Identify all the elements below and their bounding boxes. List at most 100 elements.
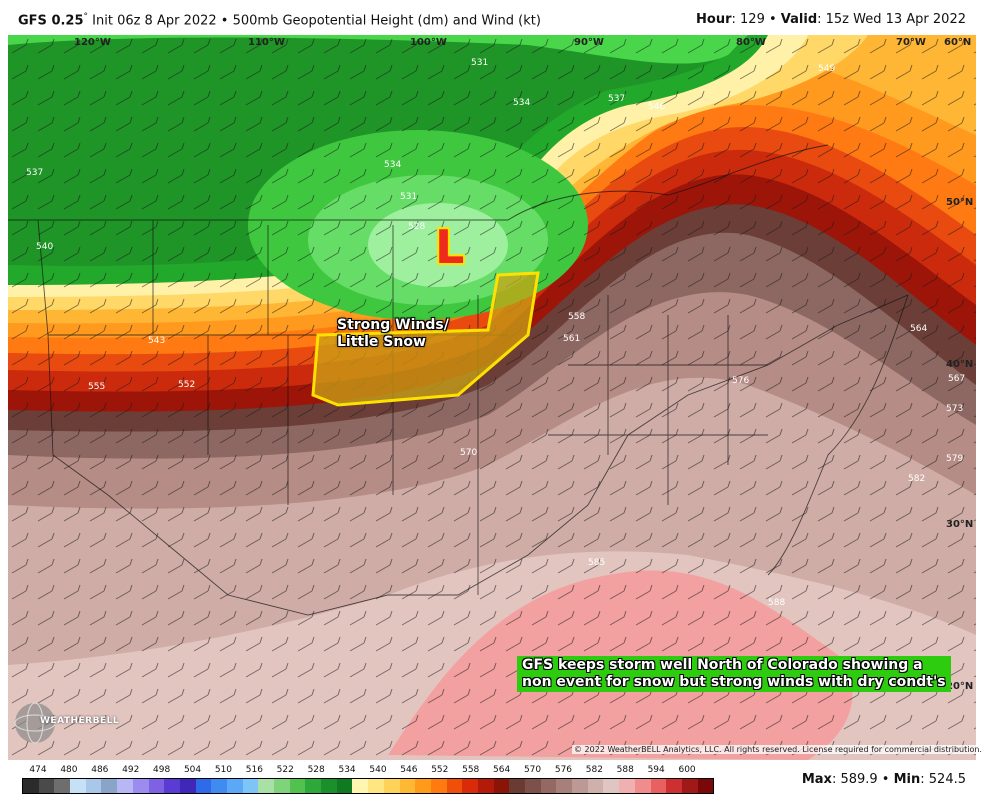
contour-label: 543 bbox=[148, 336, 165, 346]
colorbar-label: 504 bbox=[183, 765, 202, 775]
min-label: Min bbox=[893, 772, 921, 787]
min-value: : 524.5 bbox=[920, 772, 966, 787]
colorbar-label: 474 bbox=[29, 765, 47, 775]
contour-label: 531 bbox=[400, 192, 417, 202]
colorbar-swatch bbox=[164, 779, 180, 793]
colorbar-swatch bbox=[226, 779, 243, 793]
colorbar-label: 552 bbox=[431, 765, 449, 775]
strong-wind-region bbox=[311, 271, 540, 407]
colorbar-label: 510 bbox=[214, 765, 233, 775]
colorbar-swatch bbox=[101, 779, 118, 793]
colorbar-swatch bbox=[462, 779, 478, 793]
copyright-notice: © 2022 WeatherBELL Analytics, LLC. All r… bbox=[572, 745, 984, 754]
colorbar-label: 534 bbox=[338, 765, 356, 775]
contour-label: 582 bbox=[908, 474, 925, 484]
max-value: : 589.9 • bbox=[831, 772, 894, 787]
contour-label: 588 bbox=[768, 598, 785, 608]
colorbar-swatch bbox=[540, 779, 557, 793]
colorbar-swatch bbox=[587, 779, 604, 793]
contour-label: 585 bbox=[588, 558, 605, 568]
globe-icon bbox=[14, 702, 56, 744]
degree-mark: ° bbox=[83, 12, 89, 22]
lat-label: 30°N bbox=[946, 519, 974, 530]
colorbar-swatch bbox=[650, 779, 667, 793]
colorbar-labels: 474 480 486 492 498 504 510 516 522 528 534 540 546 5… bbox=[22, 765, 712, 777]
colorbar-swatch bbox=[368, 779, 384, 793]
colorbar-swatch bbox=[54, 779, 71, 793]
header-bar: GFS 0.25° Init 06z 8 Apr 2022 • 500mb Ge… bbox=[0, 0, 984, 34]
colorbar-swatch bbox=[289, 779, 306, 793]
colorbar-swatch bbox=[195, 779, 212, 793]
contour-labels: 531 534 537 540 543 537 534 531 528 546 … bbox=[26, 58, 965, 608]
hour-label: Hour bbox=[696, 12, 732, 27]
colorbar-swatch bbox=[85, 779, 102, 793]
colorbar-swatch bbox=[619, 779, 635, 793]
valid-label: Valid bbox=[780, 12, 818, 27]
weatherbell-logo: WEATHERBELL bbox=[12, 700, 119, 746]
contour-label: 546 bbox=[648, 102, 665, 112]
colorbar-swatch bbox=[242, 779, 259, 793]
colorbar-swatch bbox=[525, 779, 541, 793]
colorbar-swatch bbox=[509, 779, 525, 793]
colorbar-swatch bbox=[274, 779, 290, 793]
colorbar-label: 492 bbox=[122, 765, 140, 775]
contour-label: 552 bbox=[178, 380, 195, 390]
height-field: 531 534 537 540 543 537 534 531 528 546 … bbox=[8, 35, 976, 760]
header-title: GFS 0.25° Init 06z 8 Apr 2022 • 500mb Ge… bbox=[18, 12, 541, 28]
colorbar-swatch bbox=[477, 779, 494, 793]
contour-label: 531 bbox=[471, 58, 488, 68]
colorbar-swatch bbox=[697, 779, 714, 793]
contour-label: 528 bbox=[408, 222, 425, 232]
contour-label: 576 bbox=[732, 376, 749, 386]
colorbar-swatch bbox=[258, 779, 274, 793]
colorbar-label: 594 bbox=[647, 765, 665, 775]
colorbar-swatch bbox=[572, 779, 588, 793]
wind-barbs bbox=[8, 35, 976, 760]
colorbar-swatch bbox=[23, 779, 39, 793]
valid-value: : 15z Wed 13 Apr 2022 bbox=[817, 12, 966, 27]
colorbar-swatch bbox=[415, 779, 431, 793]
colorbar-label: 540 bbox=[369, 765, 387, 775]
annotation-line: Strong Winds/ bbox=[337, 317, 449, 333]
colorbar-label: 576 bbox=[554, 765, 573, 775]
colorbar-label: 582 bbox=[585, 765, 603, 775]
colorbar-swatch bbox=[117, 779, 133, 793]
contour-label: 534 bbox=[384, 160, 401, 170]
lon-label: 80°W bbox=[736, 37, 766, 48]
contour-label: 537 bbox=[608, 94, 625, 104]
contour-label: 567 bbox=[948, 374, 965, 384]
contour-label: 549 bbox=[818, 64, 835, 74]
contour-label: 534 bbox=[513, 98, 530, 108]
low-pressure-marker: L bbox=[435, 220, 465, 274]
lat-label: 40°N bbox=[946, 359, 974, 370]
colorbar-swatch bbox=[634, 779, 651, 793]
annotation-line: Little Snow bbox=[337, 334, 426, 350]
header-valid: Hour: 129 • Valid: 15z Wed 13 Apr 2022 bbox=[696, 12, 966, 27]
colorbar-swatch bbox=[132, 779, 149, 793]
colorbar-label: 522 bbox=[276, 765, 294, 775]
colorbar-label: 546 bbox=[400, 765, 418, 775]
contour-label: 537 bbox=[26, 168, 43, 178]
contour-label: 570 bbox=[460, 448, 477, 458]
colorbar-label: 570 bbox=[523, 765, 542, 775]
lon-label: 70°W bbox=[896, 37, 926, 48]
contour-label: 540 bbox=[36, 242, 53, 252]
max-min-readout: Max: 589.9 • Min: 524.5 bbox=[802, 772, 966, 787]
hour-value: : 129 • bbox=[731, 12, 781, 27]
forecast-note: GFS keeps storm well North of Colorado s… bbox=[517, 656, 951, 692]
contour-label: 561 bbox=[563, 334, 580, 344]
colorbar-swatch bbox=[399, 779, 416, 793]
colorbar-swatch bbox=[336, 779, 353, 793]
note-line: non event for snow but strong winds with… bbox=[522, 674, 946, 690]
colorbar-swatch bbox=[666, 779, 682, 793]
colorbar-swatch bbox=[211, 779, 227, 793]
colorbar-swatch bbox=[603, 779, 620, 793]
colorbar-swatch bbox=[352, 779, 369, 793]
colorbar-swatch bbox=[148, 779, 165, 793]
lon-label: 90°W bbox=[574, 37, 604, 48]
colorbar-swatch bbox=[305, 779, 322, 793]
colorbar bbox=[22, 778, 715, 794]
colorbar-label: 516 bbox=[245, 765, 263, 775]
weather-map: 531 534 537 540 543 537 534 531 528 546 … bbox=[8, 35, 976, 760]
max-label: Max bbox=[801, 772, 832, 787]
